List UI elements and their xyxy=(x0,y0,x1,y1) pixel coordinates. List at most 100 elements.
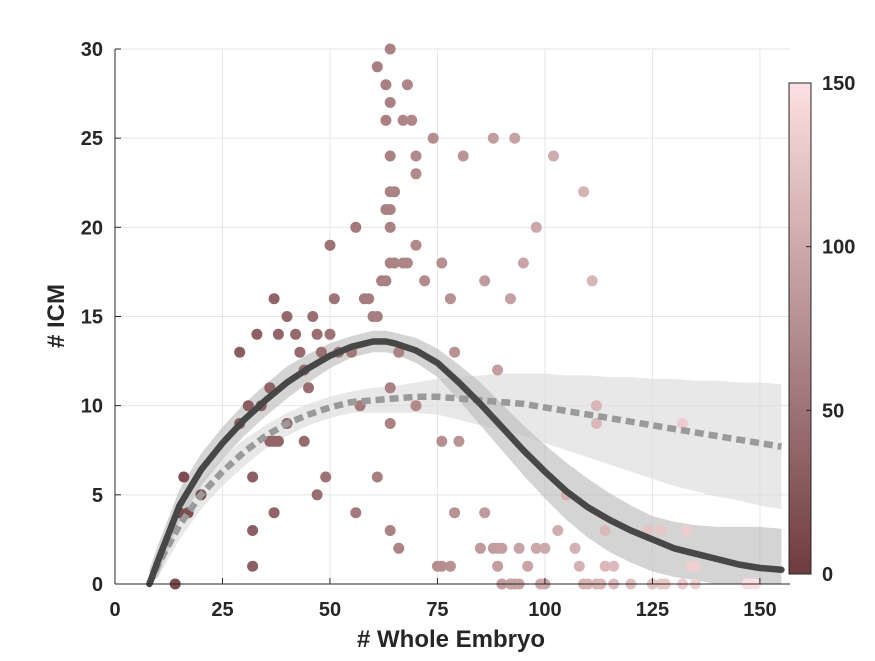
scatter-point xyxy=(552,525,564,536)
scatter-point xyxy=(548,150,559,162)
scatter-point xyxy=(251,328,263,340)
confidence-bands xyxy=(149,330,782,584)
scatter-point xyxy=(384,150,396,162)
scatter-point xyxy=(290,328,302,340)
scatter-point xyxy=(350,221,362,233)
scatter-point xyxy=(371,311,383,322)
scatter-point xyxy=(410,400,422,412)
colorbar-tick-label: 100 xyxy=(822,237,855,259)
scatter-point xyxy=(608,560,620,572)
scatter-point xyxy=(578,186,590,198)
x-tick-label: 0 xyxy=(109,599,120,621)
scatter-point xyxy=(242,400,254,412)
scatter-point xyxy=(444,293,456,305)
scatter-point xyxy=(384,204,396,215)
scatter-point xyxy=(449,507,461,519)
fit-curves xyxy=(146,338,785,588)
dashed-fit-line xyxy=(146,393,782,586)
scatter-point xyxy=(457,150,469,162)
solid-fit-line xyxy=(146,338,785,588)
scatter-point xyxy=(401,257,413,269)
scatter-point xyxy=(324,328,336,340)
scatter-point xyxy=(474,542,486,554)
scatter-point xyxy=(599,560,611,572)
scatter-point xyxy=(427,132,439,144)
scatter-point xyxy=(689,560,701,572)
scatter-point xyxy=(307,311,319,322)
scatter-point xyxy=(655,525,667,536)
scatter-point xyxy=(281,311,293,322)
scatter-point xyxy=(436,257,448,269)
x-tick-label: 75 xyxy=(426,599,448,621)
scatter-point xyxy=(505,293,516,305)
colorbar-tick-label: 150 xyxy=(822,73,855,95)
scatter-point xyxy=(294,346,306,358)
scatter-point xyxy=(328,293,340,305)
y-tick-label: 10 xyxy=(81,396,103,418)
scatter-point xyxy=(320,471,332,483)
scatter-point xyxy=(401,79,413,91)
x-tick-label: 25 xyxy=(211,599,233,621)
scatter-point xyxy=(487,132,499,144)
scatter-point xyxy=(681,525,693,536)
scatter-point xyxy=(453,435,465,447)
scatter-point xyxy=(410,150,422,162)
scatter-point xyxy=(393,542,405,554)
scatter-point xyxy=(371,471,383,483)
scatter-point xyxy=(479,275,491,287)
scatter-point xyxy=(311,489,323,501)
scatter-point xyxy=(247,560,259,572)
scatter-point xyxy=(530,221,542,233)
scatter-point xyxy=(509,132,521,144)
scatter-point xyxy=(268,293,280,305)
scatter-point xyxy=(479,507,491,519)
scatter-point xyxy=(393,346,405,358)
scatter-point xyxy=(449,346,461,358)
colorbar-gradient xyxy=(788,82,812,575)
axes xyxy=(114,48,790,585)
scatter-point xyxy=(436,435,448,447)
scatter-point xyxy=(410,239,422,251)
scatter-point xyxy=(272,435,284,447)
scatter-point xyxy=(272,328,284,340)
scatter-point xyxy=(591,400,602,412)
scatter-point xyxy=(268,507,280,519)
scatter-point xyxy=(380,114,392,126)
tick-labels: 0 25 50 75 100 125 150 0 5 10 15 20 25 30 xyxy=(81,39,777,621)
scatter-point xyxy=(436,560,448,572)
scatter-point xyxy=(234,346,246,358)
scatter-point xyxy=(397,114,409,126)
scatter-point xyxy=(389,257,400,269)
scatter-point xyxy=(247,471,259,483)
y-tick-label: 30 xyxy=(81,39,103,61)
scatter-point xyxy=(298,435,310,447)
confidence-band xyxy=(149,373,782,584)
x-axis-label: # Whole Embryo xyxy=(357,626,545,653)
y-tick-label: 20 xyxy=(81,217,103,239)
scatter-point xyxy=(522,560,534,572)
scatter-point xyxy=(513,542,525,554)
scatter-point xyxy=(496,542,508,554)
x-tick-label: 100 xyxy=(528,599,561,621)
scatter-point xyxy=(406,114,418,126)
y-tick-label: 15 xyxy=(81,307,103,329)
scatter-point xyxy=(586,275,598,287)
scatter-point xyxy=(539,542,551,554)
x-tick-label: 50 xyxy=(319,599,341,621)
scatter-point xyxy=(530,542,542,554)
scatter-point xyxy=(371,61,383,73)
confidence-band xyxy=(149,330,782,584)
y-tick-label: 0 xyxy=(92,574,103,596)
scatter-point xyxy=(419,275,431,287)
y-axis-label: # ICM xyxy=(43,284,70,348)
scatter-point xyxy=(384,382,396,394)
colorbar-tick-label: 50 xyxy=(822,400,844,422)
scatter-point xyxy=(315,346,327,358)
scatter-point xyxy=(380,275,392,287)
colorbar-tick-label: 0 xyxy=(822,564,833,586)
scatter-point xyxy=(573,560,585,572)
scatter-point xyxy=(324,239,336,251)
scatter-point xyxy=(389,186,400,198)
